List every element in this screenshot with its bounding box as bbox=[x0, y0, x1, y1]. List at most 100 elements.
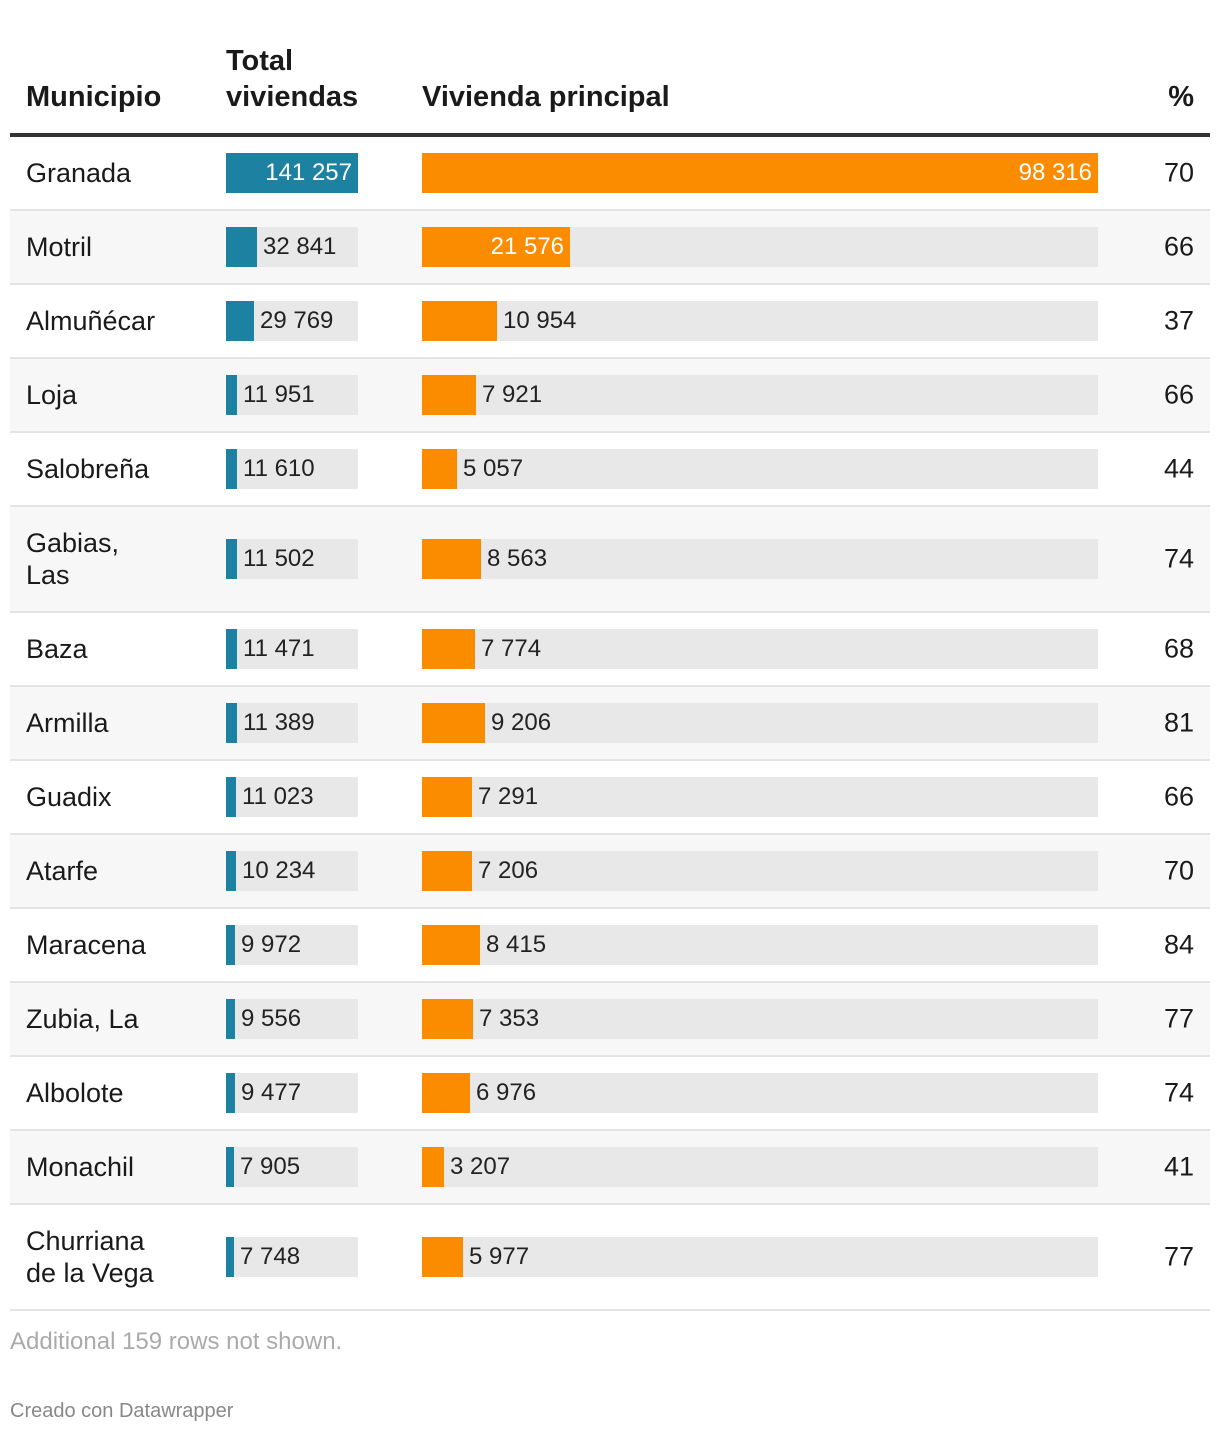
total-viviendas-track: 10 234 bbox=[226, 851, 358, 891]
total-viviendas-value-label: 29 769 bbox=[260, 307, 334, 334]
vivienda-principal-value-label: 8 563 bbox=[487, 545, 548, 572]
total-viviendas-bar bbox=[226, 539, 237, 579]
total-viviendas-value-label: 7 905 bbox=[240, 1153, 301, 1180]
vivienda-principal-track: 21 576 bbox=[422, 227, 1098, 267]
total-viviendas-track: 11 023 bbox=[226, 777, 358, 817]
vivienda-principal-track: 7 921 bbox=[422, 375, 1098, 415]
cell-municipio: Loja bbox=[26, 380, 78, 410]
total-viviendas-bar bbox=[226, 629, 237, 669]
vivienda-principal-track: 8 563 bbox=[422, 539, 1098, 579]
cell-municipio: Gabias, Las bbox=[26, 528, 120, 590]
table-row: Almuñécar 29 769 10 954 37 bbox=[10, 285, 1210, 359]
table-row: Atarfe 10 234 7 206 70 bbox=[10, 835, 1210, 909]
vivienda-principal-bar bbox=[422, 1237, 463, 1277]
cell-pct: 68 bbox=[1163, 633, 1194, 664]
total-viviendas-track: 11 389 bbox=[226, 703, 358, 743]
cell-pct: 81 bbox=[1163, 707, 1194, 738]
header-total-viviendas[interactable]: Total viviendas bbox=[226, 45, 359, 113]
cell-municipio: Armilla bbox=[26, 708, 109, 738]
vivienda-principal-bar bbox=[422, 1147, 444, 1187]
table-row: Baza 11 471 7 774 68 bbox=[10, 613, 1210, 687]
cell-municipio: Guadix bbox=[26, 782, 112, 812]
vivienda-principal-value-label: 10 954 bbox=[503, 307, 577, 334]
total-viviendas-bar bbox=[226, 1237, 234, 1277]
cell-pct: 70 bbox=[1163, 157, 1194, 188]
total-viviendas-track: 141 257 bbox=[226, 153, 358, 193]
table-row: Armilla 11 389 9 206 81 bbox=[10, 687, 1210, 761]
cell-municipio: Motril bbox=[26, 232, 92, 262]
table-row: Loja 11 951 7 921 66 bbox=[10, 359, 1210, 433]
vivienda-principal-value-label: 8 415 bbox=[486, 931, 547, 958]
total-viviendas-bar bbox=[226, 999, 235, 1039]
total-viviendas-bar bbox=[226, 1147, 234, 1187]
total-viviendas-value-label: 9 477 bbox=[241, 1079, 302, 1106]
total-viviendas-track: 11 502 bbox=[226, 539, 358, 579]
vivienda-principal-track: 5 977 bbox=[422, 1237, 1098, 1277]
total-viviendas-track: 29 769 bbox=[226, 301, 358, 341]
cell-pct: 77 bbox=[1163, 1241, 1194, 1272]
vivienda-principal-bar bbox=[422, 629, 475, 669]
total-viviendas-track: 9 556 bbox=[226, 999, 358, 1039]
total-viviendas-bar bbox=[226, 449, 237, 489]
vivienda-principal-track: 6 976 bbox=[422, 1073, 1098, 1113]
table-row: Motril 32 841 21 576 66 bbox=[10, 211, 1210, 285]
total-viviendas-value-label: 9 556 bbox=[241, 1005, 302, 1032]
table-row: Churriana de la Vega 7 748 5 977 77 bbox=[10, 1205, 1210, 1311]
cell-municipio: Granada bbox=[26, 158, 132, 188]
cell-pct: 66 bbox=[1163, 231, 1194, 262]
table-row: Gabias, Las 11 502 8 563 74 bbox=[10, 507, 1210, 613]
vivienda-principal-bar bbox=[422, 375, 476, 415]
cell-municipio: Atarfe bbox=[26, 856, 99, 886]
total-viviendas-value-label: 11 389 bbox=[243, 709, 315, 736]
cell-pct: 77 bbox=[1163, 1003, 1194, 1034]
total-viviendas-value-label: 141 257 bbox=[265, 159, 352, 186]
table-row: Zubia, La 9 556 7 353 77 bbox=[10, 983, 1210, 1057]
total-viviendas-track: 9 972 bbox=[226, 925, 358, 965]
total-viviendas-track: 11 951 bbox=[226, 375, 358, 415]
total-viviendas-value-label: 7 748 bbox=[240, 1243, 301, 1270]
cell-pct: 41 bbox=[1163, 1151, 1194, 1182]
vivienda-principal-value-label: 5 057 bbox=[463, 455, 524, 482]
cell-pct: 74 bbox=[1163, 543, 1194, 574]
vivienda-principal-track: 3 207 bbox=[422, 1147, 1098, 1187]
vivienda-principal-bar bbox=[422, 539, 481, 579]
table-row: Salobreña 11 610 5 057 44 bbox=[10, 433, 1210, 507]
total-viviendas-bar bbox=[226, 777, 236, 817]
vivienda-principal-value-label: 7 921 bbox=[482, 381, 543, 408]
header-municipio[interactable]: Municipio bbox=[26, 81, 162, 113]
cell-pct: 37 bbox=[1163, 305, 1194, 336]
total-viviendas-bar bbox=[226, 153, 358, 193]
total-viviendas-bar bbox=[226, 851, 236, 891]
vivienda-principal-bar bbox=[422, 703, 485, 743]
vivienda-principal-bar bbox=[422, 1073, 470, 1113]
vivienda-principal-track: 7 291 bbox=[422, 777, 1098, 817]
vivienda-principal-track: 98 316 bbox=[422, 153, 1098, 193]
cell-municipio: Churriana de la Vega bbox=[26, 1226, 154, 1288]
total-viviendas-bar bbox=[226, 1073, 235, 1113]
vivienda-principal-bar bbox=[422, 777, 472, 817]
vivienda-principal-value-label: 3 207 bbox=[450, 1153, 511, 1180]
cell-municipio: Baza bbox=[26, 634, 88, 664]
total-viviendas-value-label: 11 610 bbox=[243, 455, 315, 482]
total-viviendas-value-label: 9 972 bbox=[241, 931, 302, 958]
header-pct[interactable]: % bbox=[1168, 81, 1194, 113]
table-row: Monachil 7 905 3 207 41 bbox=[10, 1131, 1210, 1205]
vivienda-principal-track: 7 353 bbox=[422, 999, 1098, 1039]
cell-pct: 74 bbox=[1163, 1077, 1194, 1108]
cell-pct: 66 bbox=[1163, 379, 1194, 410]
vivienda-principal-value-label: 7 353 bbox=[479, 1005, 540, 1032]
total-viviendas-value-label: 11 502 bbox=[243, 545, 315, 572]
cell-municipio: Monachil bbox=[26, 1152, 135, 1182]
vivienda-principal-value-label: 98 316 bbox=[1018, 159, 1092, 186]
header-vivienda-principal[interactable]: Vivienda principal bbox=[422, 81, 670, 113]
cell-municipio: Albolote bbox=[26, 1078, 124, 1108]
vivienda-principal-value-label: 21 576 bbox=[490, 233, 564, 260]
cell-pct: 66 bbox=[1163, 781, 1194, 812]
total-viviendas-value-label: 11 951 bbox=[243, 381, 315, 408]
total-viviendas-track: 32 841 bbox=[226, 227, 358, 267]
vivienda-principal-value-label: 6 976 bbox=[476, 1079, 537, 1106]
table-row: Maracena 9 972 8 415 84 bbox=[10, 909, 1210, 983]
total-viviendas-bar bbox=[226, 925, 235, 965]
credit-link[interactable]: Creado con Datawrapper bbox=[10, 1400, 234, 1422]
cell-pct: 44 bbox=[1163, 453, 1194, 484]
